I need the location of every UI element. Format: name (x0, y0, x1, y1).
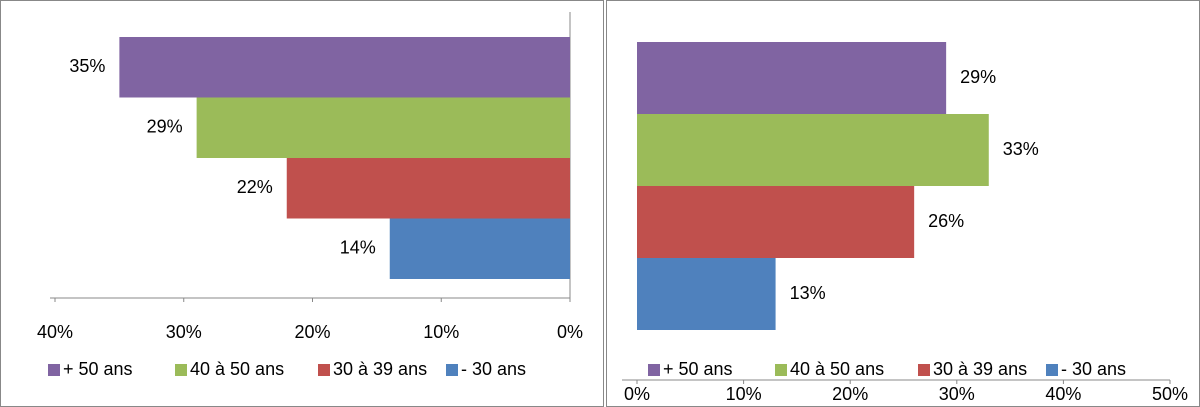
bar (637, 186, 915, 258)
legend-swatch (918, 364, 930, 376)
x-tick-label: 30% (939, 384, 975, 404)
x-tick-label: 20% (832, 384, 868, 404)
bar (286, 158, 570, 219)
value-label: 26% (928, 211, 964, 231)
legend-label: 40 à 50 ans (190, 359, 284, 379)
legend-swatch (48, 364, 60, 376)
x-tick-label: 0% (624, 384, 650, 404)
legend-label: + 50 ans (63, 359, 133, 379)
legend-label: 40 à 50 ans (790, 359, 884, 379)
legend-swatch (775, 364, 787, 376)
bar (119, 37, 570, 98)
value-label: 33% (1003, 139, 1039, 159)
legend-label: 30 à 39 ans (933, 359, 1027, 379)
legend-label: + 50 ans (663, 359, 733, 379)
legend-swatch (175, 364, 187, 376)
legend-label: - 30 ans (461, 359, 526, 379)
legend-label: - 30 ans (1061, 359, 1126, 379)
x-tick-label: 30% (166, 322, 202, 342)
bar (637, 114, 989, 186)
x-tick-label: 40% (1045, 384, 1081, 404)
legend-swatch (1046, 364, 1058, 376)
x-tick-label: 40% (37, 322, 73, 342)
x-tick-label: 20% (294, 322, 330, 342)
x-tick-label: 0% (557, 322, 583, 342)
x-tick-label: 50% (1152, 384, 1188, 404)
value-label: 13% (790, 283, 826, 303)
x-tick-label: 10% (423, 322, 459, 342)
value-label: 35% (69, 56, 105, 76)
value-label: 29% (960, 67, 996, 87)
x-tick-label: 10% (726, 384, 762, 404)
bar (637, 258, 776, 330)
bar (637, 42, 947, 114)
bar (196, 97, 570, 158)
legend-swatch (318, 364, 330, 376)
value-label: 29% (147, 117, 183, 137)
legend-swatch (648, 364, 660, 376)
bar (389, 218, 570, 279)
legend-swatch (446, 364, 458, 376)
value-label: 14% (340, 238, 376, 258)
value-label: 22% (237, 177, 273, 197)
legend-label: 30 à 39 ans (333, 359, 427, 379)
